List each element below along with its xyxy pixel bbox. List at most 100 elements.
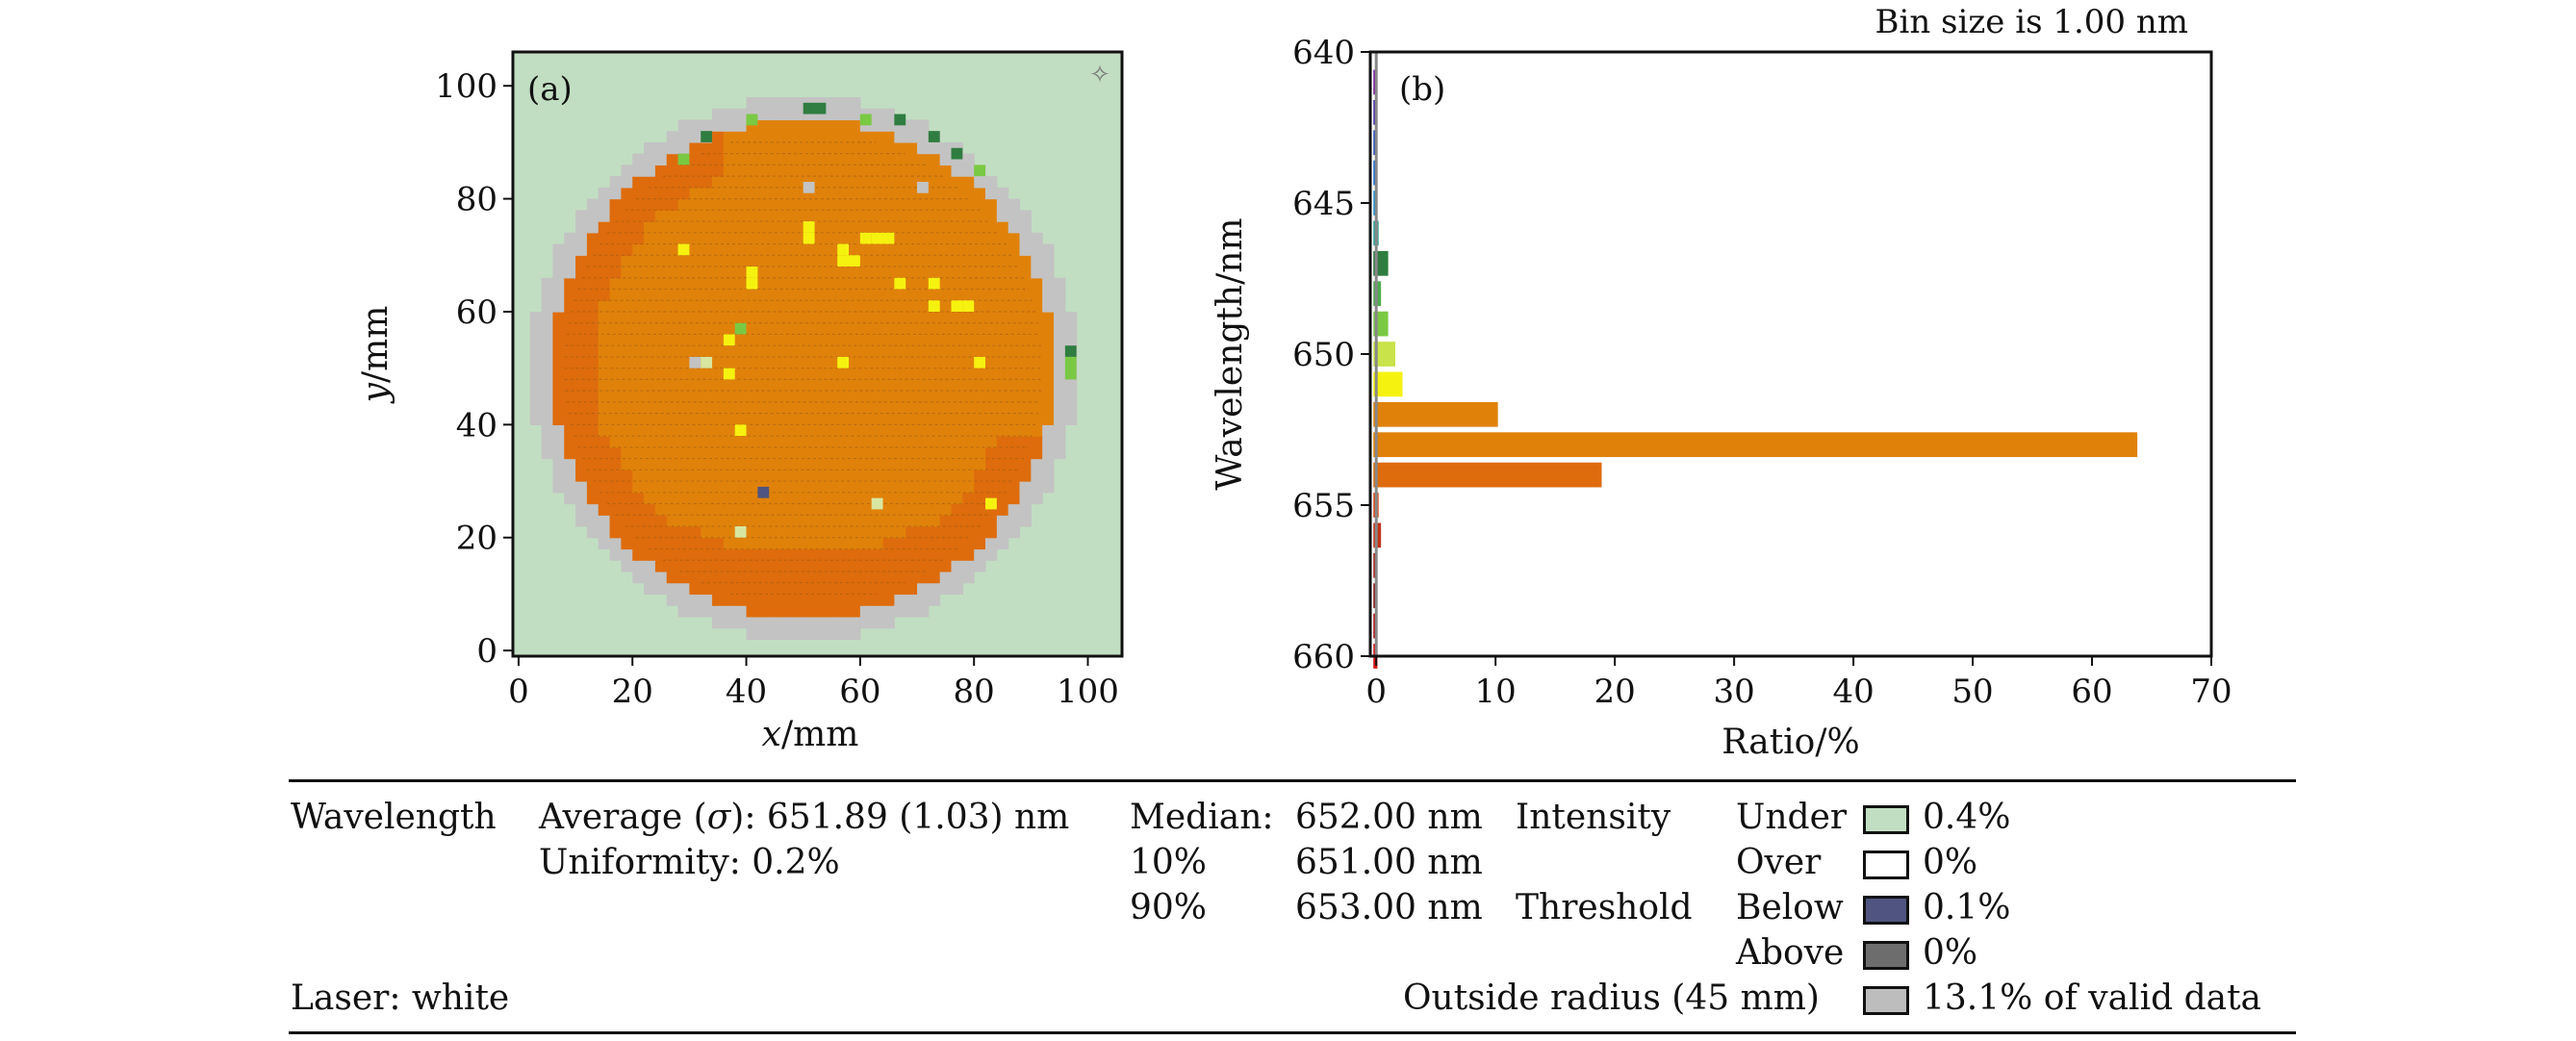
wafer-cell xyxy=(564,277,576,291)
wafer-cell xyxy=(791,221,804,234)
wafer-cell xyxy=(814,616,827,629)
wafer-cell xyxy=(917,345,930,358)
wafer-cell xyxy=(791,515,804,527)
wafer-cell xyxy=(894,391,906,403)
wafer-cell xyxy=(1007,221,1021,234)
wafer-cell xyxy=(951,198,963,211)
wafer-cell xyxy=(917,436,930,448)
wafer-cell xyxy=(917,492,930,505)
wafer-cell xyxy=(666,198,679,211)
wafer-cell xyxy=(734,153,748,165)
wafer-cell xyxy=(701,594,713,606)
wafer-cell xyxy=(871,267,884,279)
wafer-cell xyxy=(894,267,906,279)
wafer-cell xyxy=(654,446,668,460)
wafer-cell xyxy=(962,322,975,336)
wafer-cell xyxy=(734,458,748,470)
wafer-cell xyxy=(780,368,793,381)
wafer-cell xyxy=(962,548,975,561)
wafer-cell xyxy=(575,334,588,346)
wafer-cell xyxy=(882,446,895,460)
wafer-cell xyxy=(586,277,599,291)
wafer-cell xyxy=(849,515,861,527)
wafer-cell xyxy=(586,232,599,245)
wafer-cell xyxy=(757,458,770,470)
wafer-cell xyxy=(654,503,668,516)
wafer-cell xyxy=(894,198,906,211)
wafer-cell xyxy=(780,605,793,618)
wafer-cell xyxy=(826,616,838,629)
wafer-cell xyxy=(894,413,906,425)
wafer-cell xyxy=(621,379,633,392)
wafer-cell xyxy=(1007,198,1021,211)
wafer-cell xyxy=(723,582,736,596)
wafer-cell xyxy=(712,368,725,381)
wafer-cell xyxy=(541,289,554,301)
wafer-cell xyxy=(871,356,884,369)
wafer-cell xyxy=(780,334,793,346)
wafer-cell xyxy=(814,627,827,640)
wafer-cell xyxy=(609,537,623,550)
wafer-cell xyxy=(666,537,679,550)
wafer-cell xyxy=(644,391,656,403)
wafer-cell xyxy=(905,176,918,189)
wafer-cell xyxy=(1042,267,1055,279)
wafer-cell xyxy=(757,594,770,606)
wafer-cell xyxy=(746,243,758,256)
wafer-cell xyxy=(951,548,963,561)
wafer-cell xyxy=(757,582,770,596)
wafer-cell xyxy=(1007,345,1021,358)
wafer-cell xyxy=(757,221,770,234)
wafer-cell xyxy=(769,379,781,392)
wafer-cell xyxy=(552,481,565,494)
wafer-cell xyxy=(746,345,758,358)
wafer-cell xyxy=(826,571,838,584)
wafer-cell xyxy=(894,131,906,143)
wafer-cell xyxy=(723,515,736,527)
wafer-cell xyxy=(723,187,736,200)
wafer-special-pixel xyxy=(746,114,758,126)
bin-size-annotation: Bin size is 1.00 nm xyxy=(1875,3,2188,41)
wafer-cell xyxy=(814,221,827,234)
wafer-cell xyxy=(666,210,679,222)
wafer-cell xyxy=(666,424,679,437)
wafer-cell xyxy=(552,356,565,369)
wafer-cell xyxy=(712,379,725,392)
wafer-cell xyxy=(609,436,623,448)
wafer-cell xyxy=(985,446,998,460)
wafer-cell xyxy=(701,289,713,301)
wafer-cell xyxy=(837,548,850,561)
wafer-cell xyxy=(666,413,679,425)
wafer-cell xyxy=(882,470,895,482)
wafer-cell xyxy=(1042,481,1055,494)
wafer-cell xyxy=(666,481,679,494)
wafer-cell xyxy=(894,243,906,256)
legend-under-value: 0.4% xyxy=(1923,798,2011,837)
wafer-cell xyxy=(871,198,884,211)
wafer-cell xyxy=(757,267,770,279)
wafer-cell xyxy=(1042,424,1055,437)
wafer-special-pixel xyxy=(974,356,986,368)
wafer-cell xyxy=(814,503,827,516)
wafer-cell xyxy=(757,571,770,584)
wafer-cell xyxy=(871,515,884,527)
wafer-cell xyxy=(974,232,986,245)
wafer-cell xyxy=(826,300,838,313)
wafer-cell xyxy=(985,526,998,539)
wafer-cell xyxy=(712,503,725,516)
wafer-cell xyxy=(746,187,758,200)
wafer-cell xyxy=(791,243,804,256)
legend-under-label: Under xyxy=(1736,798,1848,837)
wafer-cell xyxy=(712,605,725,618)
wafer-cell xyxy=(803,243,816,256)
wafer-cell xyxy=(791,300,804,313)
wafer-cell xyxy=(951,470,963,482)
wafer-cell xyxy=(917,311,930,324)
wafer-cell xyxy=(677,571,690,584)
wafer-cell xyxy=(609,300,623,313)
wafer-cell xyxy=(814,210,827,222)
wafer-cell xyxy=(882,311,895,324)
wafer-cell xyxy=(654,255,668,267)
wafer-cell xyxy=(644,210,656,222)
wafer-cell xyxy=(757,560,770,572)
